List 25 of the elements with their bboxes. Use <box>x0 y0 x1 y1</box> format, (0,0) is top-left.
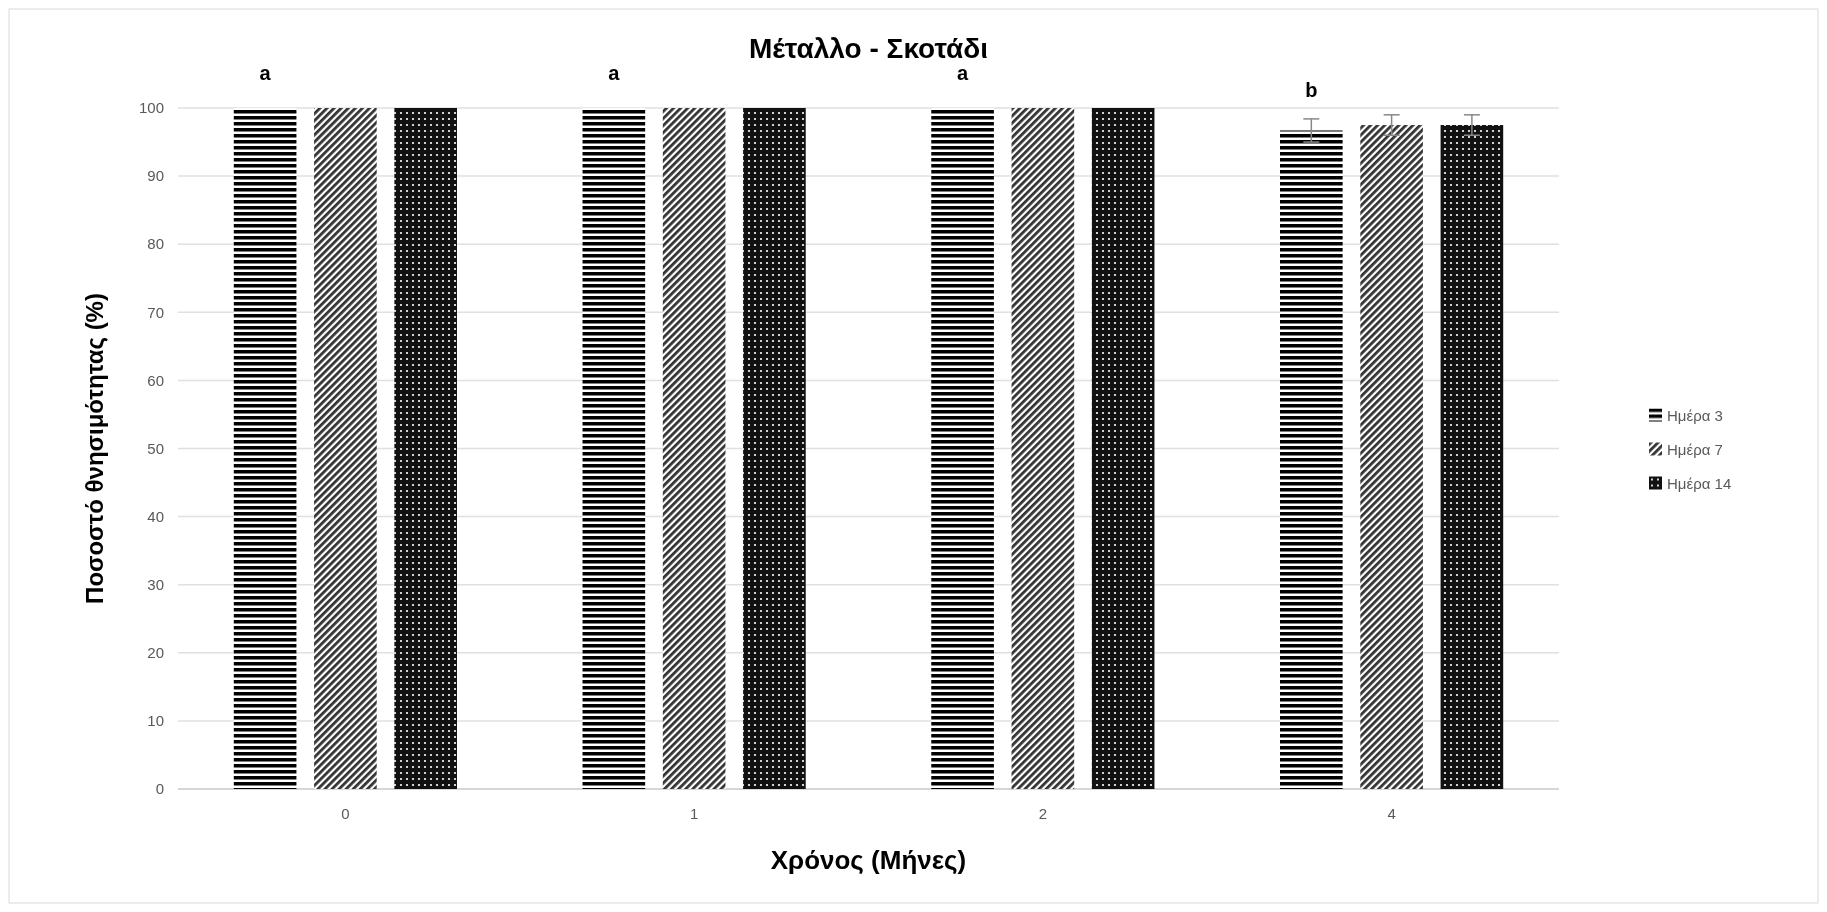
y-tick-label: 10 <box>147 712 164 730</box>
x-axis-title: Χρόνος (Μήνες) <box>770 845 967 875</box>
x-tick-label: 2 <box>1038 805 1048 822</box>
y-tick-label: 0 <box>155 780 164 798</box>
y-tick-label: 70 <box>147 303 164 321</box>
text: a <box>957 62 970 84</box>
x-tick-label: 0 <box>341 805 350 822</box>
y-tick-label: 20 <box>147 644 164 662</box>
y-tick-label: 90 <box>147 167 164 185</box>
text: a <box>259 62 272 84</box>
legend-label: Ημέρα 14 <box>1667 474 1732 492</box>
y-tick-label: 50 <box>147 439 164 457</box>
y-tick-label: 100 <box>138 99 164 117</box>
legend-label: Ημέρα 7 <box>1667 440 1723 458</box>
chart-title: Μέταλλο - Σκοτάδι <box>748 33 989 64</box>
y-tick-label: 40 <box>147 507 164 525</box>
text: a <box>608 62 621 84</box>
x-tick-label: 4 <box>1387 805 1396 822</box>
legend-label: Ημέρα 3 <box>1667 406 1723 424</box>
y-tick-label: 60 <box>147 371 164 389</box>
y-tick-label: 30 <box>147 575 164 593</box>
y-axis-title: Ποσοστό θνησιμότητας (%) <box>81 293 108 604</box>
y-tick-label: 80 <box>147 235 164 253</box>
text: b <box>1305 79 1318 102</box>
x-tick-label: 1 <box>689 805 699 822</box>
